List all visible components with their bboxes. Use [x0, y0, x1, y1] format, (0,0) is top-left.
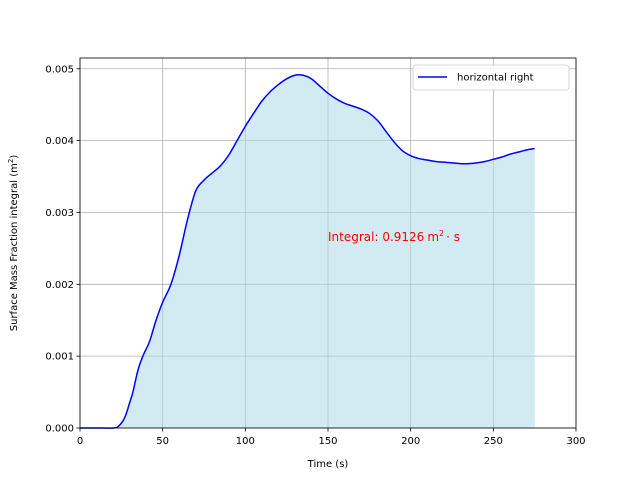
y-axis-ticks: 0.000 0.001 0.002 0.003 0.004 0.005: [45, 64, 80, 435]
x-tick-label: 100: [236, 436, 255, 447]
integral-prefix: Integral:: [328, 230, 382, 244]
y-tick-label: 0.002: [45, 280, 74, 291]
x-axis-ticks: 0 50 100 150 200 250 300: [77, 428, 586, 447]
x-tick-label: 50: [156, 436, 169, 447]
integral-unit-sup: 2: [439, 229, 444, 238]
integral-unit: m: [427, 230, 439, 244]
y-tick-label: 0.004: [45, 136, 74, 147]
integral-annotation: Integral: 0.9126 m2 · s: [328, 229, 460, 244]
x-tick-label: 150: [318, 436, 337, 447]
y-tick-label: 0.005: [45, 64, 74, 75]
legend-box: [412, 64, 570, 91]
series-area-fill: [80, 74, 535, 429]
integral-suffix: · s: [446, 230, 460, 244]
legend: horizontal right: [412, 64, 570, 91]
y-tick-label: 0.001: [45, 352, 74, 363]
y-axis-label-main: Surface Mass Fraction integral (m: [9, 163, 20, 331]
y-axis-label: Surface Mass Fraction integral (m2): [7, 155, 20, 332]
y-axis-label-end: ): [9, 155, 20, 159]
y-tick-label: 0.000: [45, 424, 74, 435]
y-tick-label: 0.003: [45, 208, 74, 219]
x-axis-label: Time (s): [307, 459, 349, 470]
legend-label: horizontal right: [457, 73, 534, 84]
series-line: [80, 74, 535, 429]
x-tick-label: 200: [401, 436, 420, 447]
x-tick-label: 0: [77, 436, 83, 447]
x-tick-label: 250: [484, 436, 503, 447]
integral-value: 0.9126: [382, 230, 424, 244]
y-axis-label-sup: 2: [7, 159, 15, 163]
x-tick-label: 300: [566, 436, 585, 447]
